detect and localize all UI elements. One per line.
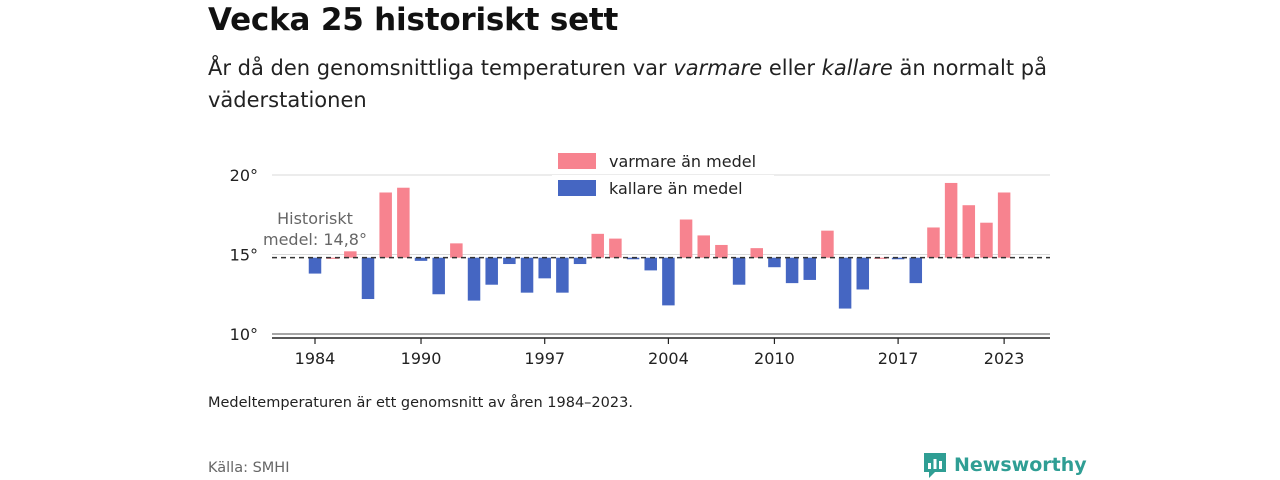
bar-1999 [573,257,587,265]
bar-2012 [803,257,817,280]
bar-1991 [432,257,445,295]
bar-1984 [308,257,322,274]
bar-2006 [697,235,710,258]
x-tick-label: 1990 [401,349,442,368]
bar-2021 [962,205,976,258]
axes-group: 10° 15° 20° Historiskt medel: 14,8° 1984 1990 1… [230,166,1050,368]
bar-2003 [644,257,657,271]
temperature-bar-chart: 10° 15° 20° Historiskt medel: 14,8° 1984 1990 1… [229,148,1050,368]
y-tick-label: 15° [230,246,258,265]
bar-2004 [662,257,675,306]
bar-2020 [944,182,958,258]
brand-logo: Newsworthy [922,450,1087,480]
bar-1997 [538,257,551,279]
bar-1992 [450,243,463,258]
footnote: Medeltemperaturen är ett genomsnitt av å… [208,395,633,411]
bar-2014 [838,257,852,309]
x-tick-label: 2010 [754,349,795,368]
bar-2017 [891,257,905,260]
bar-2008 [732,257,746,285]
bar-1989 [397,187,410,258]
bar-2007 [715,244,728,258]
y-tick-label: 20° [230,166,258,185]
y-tick-label: 10° [230,325,258,344]
x-tick-label: 1997 [524,349,565,368]
legend: varmare än medel kallare än medel [552,148,774,201]
x-tick-label: 2017 [878,349,919,368]
bar-2022 [980,222,993,258]
x-tick-label: 2023 [984,349,1025,368]
bar-1993 [467,257,481,301]
bar-1987 [361,257,375,300]
bar-2015 [856,257,870,290]
chart-subtitle: År då den genomsnittliga temperaturen va… [208,52,1048,116]
bar-2001 [609,238,622,258]
bar-2002 [626,257,640,260]
bar-1985 [326,257,339,259]
brand-name: Newsworthy [954,454,1087,476]
bars-group [308,182,1011,309]
bar-2019 [927,227,940,258]
bar-2013 [821,230,834,258]
bar-2011 [785,257,799,284]
legend-swatch [558,180,596,196]
bar-1996 [520,257,534,293]
bar-2000 [591,233,604,258]
bar-1995 [503,257,516,265]
subtitle-text-middle: eller [762,56,822,80]
bar-1986 [344,251,357,258]
x-tick-label: 2004 [648,349,689,368]
bar-2016 [874,257,887,259]
baseline-label-line2: medel: 14,8° [263,230,367,249]
bar-2023 [997,192,1011,258]
bar-2018 [909,257,923,284]
bar-1994 [485,257,498,285]
chart-title: Vecka 25 historiskt sett [208,2,619,38]
legend-swatch [558,153,596,169]
bar-1990 [414,257,428,261]
legend-label: kallare än medel [609,179,743,198]
source-label: Källa: SMHI [208,460,290,476]
x-tick-label: 1984 [295,349,336,368]
subtitle-cold-word: kallare [821,56,893,80]
bar-2005 [679,219,693,258]
subtitle-warm-word: varmare [673,56,763,80]
legend-label: varmare än medel [609,152,756,171]
bar-2009 [750,248,763,258]
baseline-label-line1: Historiskt [277,209,353,228]
bar-1988 [379,192,392,258]
bar-1998 [556,257,569,293]
subtitle-text-start: År då den genomsnittliga temperaturen va… [208,56,674,80]
bar-2010 [768,257,781,268]
newsworthy-logo-icon [924,453,946,478]
subtitle-text-end: än normalt på väderstationen [208,56,1047,112]
